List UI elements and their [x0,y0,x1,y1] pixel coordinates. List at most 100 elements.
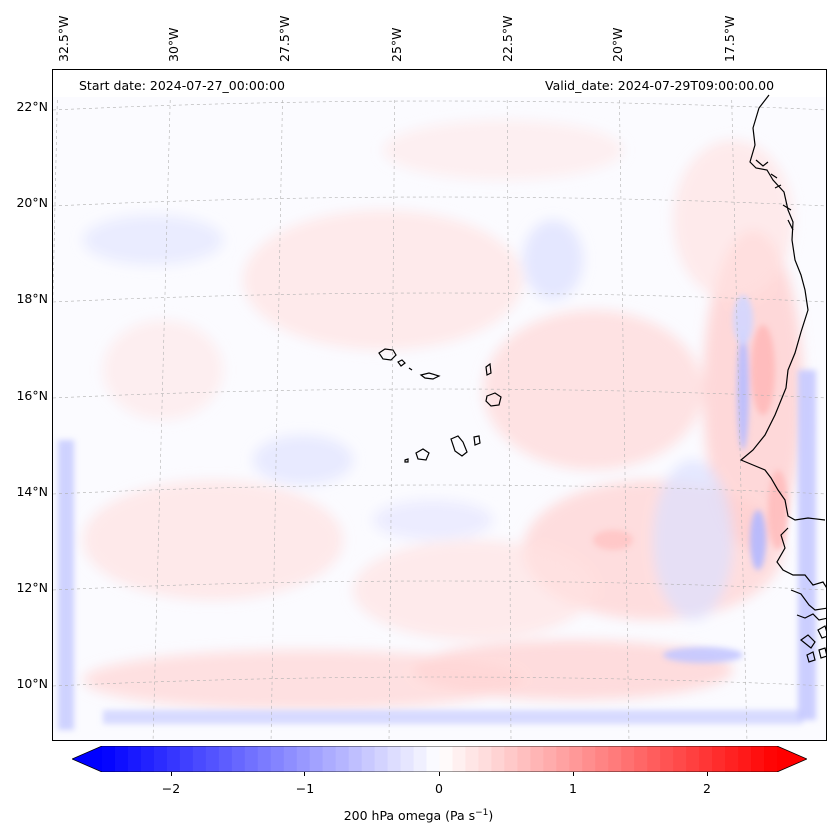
lat-label-10n: 10°N [16,676,48,691]
colorbar-cell [764,746,778,772]
colorbar-cell [647,746,661,772]
island-boa-vista [485,392,502,407]
colorbar-label-exponent: −1 [475,808,489,818]
lat-label-16n: 16°N [16,388,48,403]
colorbar-cell [218,746,233,772]
lon-label-22-5w: 22.5°W [500,15,515,62]
colorbar-cell [257,746,272,772]
colorbar-cell [439,746,453,772]
lon-label-32-5w: 32.5°W [56,15,71,62]
omega-field-map [53,70,826,740]
coastline-gambia-guinea [776,527,826,621]
colorbar-cell [725,746,739,772]
colorbar-cell [140,746,155,772]
colorbar [72,746,807,772]
colorbar-cell [751,746,765,772]
island-sal [485,362,492,376]
colorbar-cell [127,746,142,772]
island-brava [404,458,409,463]
lat-label-18n: 18°N [16,291,48,306]
gridline-lat-22n [53,100,826,111]
colorbar-cell [595,746,609,772]
colorbar-tick-0: 0 [435,781,443,796]
colorbar-tick-1: 1 [569,781,577,796]
gridline-lon-27-5w [270,70,284,740]
colorbar-cell [374,746,389,772]
coastline-bissagos [800,625,826,663]
colorbar-cell [270,746,285,772]
lon-label-30w: 30°W [166,27,181,62]
colorbar-tick-neg1: −1 [295,781,315,796]
omega-strong-features [58,295,816,730]
colorbar-label: 200 hPa omega (Pa s−1) [0,808,837,823]
gridline-lon-25w [388,70,396,740]
colorbar-tick-2: 2 [703,781,711,796]
colorbar-tickmark-0 [439,772,440,776]
lon-label-20w: 20°W [610,27,625,62]
colorbar-cell [569,746,583,772]
gridline-lat-18n [53,292,826,303]
colorbar-tick-neg2: −2 [161,781,181,796]
lat-label-12n: 12°N [16,580,48,595]
colorbar-cell [153,746,168,772]
colorbar-label-prefix: 200 hPa omega (Pa s [343,808,476,824]
colorbar-cell [179,746,194,772]
island-santo-antao [378,348,397,361]
map-panel: Start date: 2024-07-27_00:00:00 Valid_da… [52,69,827,741]
colorbar-cell [543,746,557,772]
island-maio [473,435,481,446]
colorbar-cell [530,746,544,772]
gridline-lat-12n [53,580,826,591]
west-africa-coastline [739,94,826,663]
colorbar-cell [686,746,700,772]
gridline-lat-20n [53,196,826,207]
colorbar-cell [673,746,687,772]
gridline-lat-16n [53,388,826,399]
colorbar-cell [621,746,635,772]
lat-label-14n: 14°N [16,484,48,499]
lon-label-25w: 25°W [389,27,404,62]
colorbar-cell [491,746,505,772]
colorbar-cell [166,746,181,772]
colorbar-cell [361,746,376,772]
colorbar-tickmark-neg1 [304,772,305,776]
colorbar-cell [348,746,363,772]
lat-label-22n: 22°N [16,99,48,114]
colorbar-cell [114,746,129,772]
colorbar-cell [413,746,428,772]
colorbar-cell [712,746,726,772]
colorbar-cell [504,746,518,772]
colorbar-cell [192,746,207,772]
cape-verde-islands [378,348,502,463]
gridlines [53,70,826,740]
colorbar-cell [102,746,116,772]
island-santa-luzia [408,367,413,371]
colorbar-cell [205,746,220,772]
gridline-lat-10n [53,676,826,687]
island-santiago [450,435,468,457]
colorbar-cell [634,746,648,772]
colorbar-cell [309,746,324,772]
omega-shading [83,120,803,710]
colorbar-extend-low [72,746,102,772]
colorbar-cells [72,746,807,772]
colorbar-cell [582,746,596,772]
gridline-lon-30w [152,70,172,740]
colorbar-cell [452,746,466,772]
colorbar-cell [400,746,415,772]
colorbar-cell [335,746,350,772]
island-sao-nicolau [419,372,441,380]
colorbar-cell [244,746,259,772]
colorbar-cell [426,746,440,772]
colorbar-cell [296,746,311,772]
colorbar-label-suffix: ) [488,808,494,824]
colorbar-cell [231,746,246,772]
gridline-lon-20w [618,70,630,740]
colorbar-cell [387,746,402,772]
colorbar-extend-high [777,746,807,772]
lon-label-27-5w: 27.5°W [277,15,292,62]
gridline-lat-14n [53,484,826,495]
gridline-lon-22-5w [506,70,512,740]
colorbar-cell [660,746,674,772]
coastline-mauritania-senegal [739,94,826,521]
